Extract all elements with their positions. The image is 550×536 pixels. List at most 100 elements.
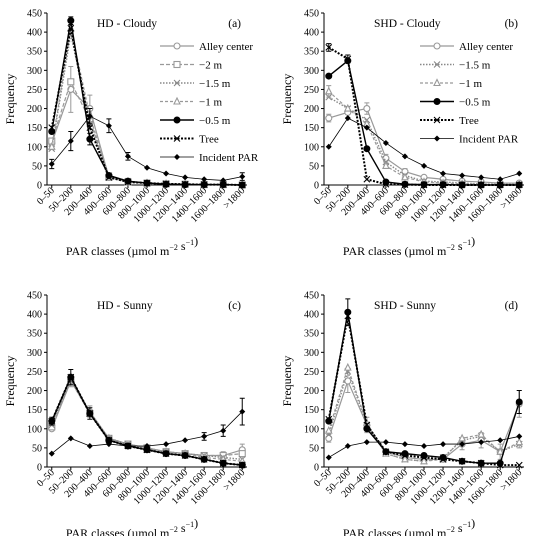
data-point bbox=[344, 55, 352, 63]
y-tick-label: 250 bbox=[27, 85, 42, 96]
data-point bbox=[162, 450, 170, 458]
series-m05 bbox=[48, 369, 246, 469]
legend-marker bbox=[174, 154, 180, 160]
data-point bbox=[515, 461, 523, 469]
series-tree bbox=[325, 43, 523, 189]
panel-title: SHD - Cloudy bbox=[374, 18, 441, 30]
data-point bbox=[478, 174, 485, 181]
x-axis-label: PAR classes (µmol m−2 s−1) bbox=[66, 234, 198, 258]
data-point bbox=[324, 86, 333, 95]
data-point bbox=[421, 162, 427, 169]
data-point bbox=[239, 408, 246, 415]
data-point bbox=[48, 127, 56, 135]
data-point bbox=[200, 181, 208, 189]
data-point bbox=[181, 180, 189, 188]
y-tick-label: 150 bbox=[304, 405, 319, 416]
data-point bbox=[67, 78, 75, 86]
data-point bbox=[67, 138, 74, 145]
data-point bbox=[458, 181, 466, 189]
legend-marker bbox=[173, 60, 181, 69]
legend-label: −1 m bbox=[199, 97, 222, 109]
data-point bbox=[401, 441, 408, 448]
y-tick-label: 450 bbox=[304, 9, 319, 20]
data-point bbox=[382, 448, 390, 456]
series-tree bbox=[325, 312, 523, 469]
data-point bbox=[515, 181, 523, 189]
data-point bbox=[67, 435, 74, 442]
data-point bbox=[363, 421, 371, 429]
series-incident bbox=[48, 397, 246, 457]
data-point bbox=[382, 139, 389, 146]
legend-label: Alley center bbox=[459, 41, 513, 53]
data-point bbox=[162, 180, 170, 188]
data-point bbox=[124, 442, 131, 449]
data-point bbox=[124, 153, 131, 160]
data-point bbox=[477, 429, 486, 438]
data-point bbox=[496, 461, 504, 469]
data-point bbox=[163, 441, 170, 448]
data-point bbox=[67, 373, 75, 381]
y-tick-label: 400 bbox=[27, 310, 42, 321]
data-point bbox=[48, 160, 55, 167]
legend-label: −1 m bbox=[459, 78, 482, 90]
legend-label: Incident PAR bbox=[459, 134, 519, 146]
series-incident bbox=[325, 115, 523, 183]
chart-panel-2: 0501001502002503003504004500–5050–200200… bbox=[280, 9, 524, 259]
panel-title: HD - Cloudy bbox=[97, 18, 157, 30]
data-point bbox=[182, 174, 189, 181]
series-m15 bbox=[48, 30, 246, 189]
legend-label: Incident PAR bbox=[199, 152, 259, 164]
data-point bbox=[143, 179, 151, 187]
data-point bbox=[515, 437, 524, 446]
y-tick-label: 100 bbox=[27, 424, 42, 435]
legend-marker bbox=[173, 116, 181, 124]
legend-marker bbox=[173, 79, 181, 87]
x-tick-label: >1800 bbox=[221, 185, 247, 211]
legend-label: Tree bbox=[459, 115, 479, 127]
panel-letter: (b) bbox=[505, 18, 519, 30]
data-point bbox=[458, 433, 466, 442]
data-point bbox=[459, 441, 466, 448]
y-tick-label: 250 bbox=[304, 85, 319, 96]
y-tick-label: 100 bbox=[27, 142, 42, 153]
legend-marker bbox=[433, 116, 441, 124]
data-point bbox=[144, 442, 150, 449]
legend-marker bbox=[173, 135, 181, 142]
data-point bbox=[440, 170, 447, 177]
data-point bbox=[343, 362, 352, 371]
series-line bbox=[51, 377, 243, 462]
data-point bbox=[344, 115, 351, 122]
data-point bbox=[238, 181, 246, 189]
legend-marker bbox=[173, 96, 181, 105]
data-point bbox=[420, 454, 428, 461]
data-point bbox=[144, 164, 150, 171]
y-tick-label: 150 bbox=[27, 123, 42, 134]
series-tree bbox=[48, 24, 246, 189]
data-point bbox=[86, 442, 93, 449]
panel-letter: (c) bbox=[228, 300, 241, 312]
data-point bbox=[86, 113, 93, 120]
y-tick-label: 350 bbox=[304, 329, 319, 340]
data-point bbox=[325, 454, 332, 461]
data-point bbox=[401, 181, 409, 189]
data-point bbox=[220, 427, 227, 434]
series-m15 bbox=[325, 368, 523, 465]
data-point bbox=[497, 437, 504, 444]
legend: Alley center −2 m −1.5 m −1 m −0.5 m Tree Inci… bbox=[160, 41, 259, 164]
y-tick-label: 300 bbox=[304, 66, 319, 77]
data-point bbox=[458, 457, 466, 465]
chart-panel-3: 0501001502002503003504004500–5050–200200… bbox=[3, 291, 247, 536]
panel-title: SHD - Sunny bbox=[374, 300, 436, 312]
data-point bbox=[344, 312, 352, 320]
data-point bbox=[382, 439, 389, 446]
legend-marker bbox=[434, 135, 440, 142]
data-point bbox=[86, 124, 94, 132]
y-tick-label: 250 bbox=[304, 367, 319, 378]
y-tick-label: 250 bbox=[27, 367, 42, 378]
legend-marker bbox=[433, 42, 441, 50]
data-point bbox=[105, 441, 112, 448]
y-tick-label: 50 bbox=[309, 161, 319, 172]
data-point bbox=[363, 175, 371, 183]
data-point bbox=[238, 450, 246, 458]
